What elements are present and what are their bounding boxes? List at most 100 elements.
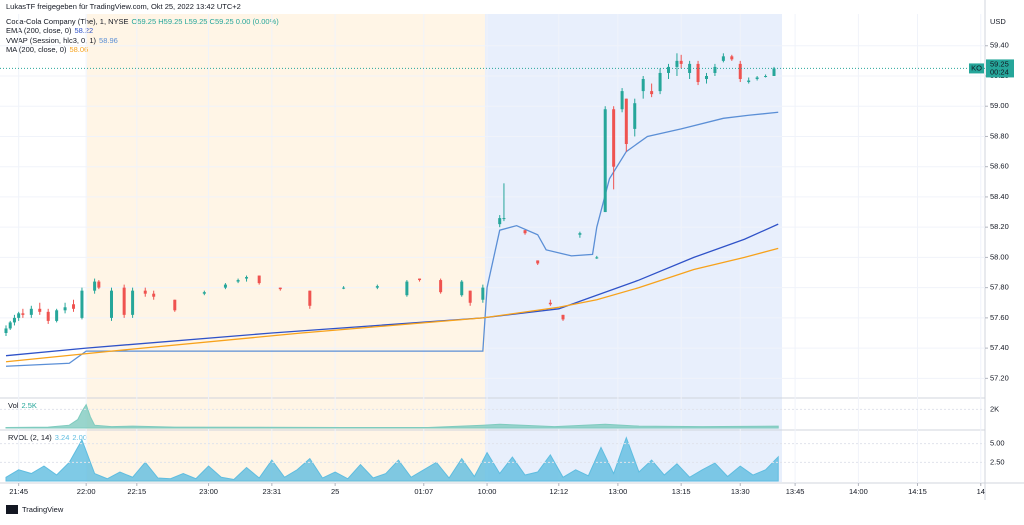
- candle-body: [131, 290, 135, 315]
- candle-body: [721, 56, 725, 61]
- candle-body: [4, 328, 8, 333]
- candle-body: [72, 304, 76, 309]
- candle-body: [764, 75, 768, 77]
- x-tick-label: 13:15: [672, 487, 691, 496]
- x-tick-label: 12:12: [549, 487, 568, 496]
- candle-body: [679, 60, 683, 64]
- candle-body: [93, 281, 97, 291]
- candle-body: [12, 317, 16, 323]
- candle-body: [236, 280, 240, 282]
- candle-body: [173, 299, 177, 311]
- legend-rvol: RVOL (2, 14) 3.24 2.00: [8, 433, 87, 442]
- legend-name: Vol: [8, 401, 19, 410]
- candle-body: [46, 311, 50, 321]
- legend-value: 2.5K: [21, 401, 36, 410]
- brand-logo: [6, 505, 18, 514]
- legend-ema: EMA (200, close, 0) 58.22: [6, 26, 93, 35]
- brand: TradingView: [22, 505, 64, 514]
- legend-value: 58.22: [74, 26, 93, 35]
- legend-value: 58.96: [99, 36, 118, 45]
- candle-body: [8, 322, 12, 329]
- candle-body: [658, 72, 662, 92]
- x-tick-label: 10:00: [478, 487, 497, 496]
- x-tick-label: 22:00: [77, 487, 96, 496]
- x-tick-label: 23:31: [262, 487, 281, 496]
- x-tick-label: 13:30: [731, 487, 750, 496]
- candle-body: [498, 218, 502, 225]
- y-tick-label: 2.50: [990, 457, 1005, 466]
- session-shade: [485, 14, 782, 430]
- price-label: 59.25: [990, 59, 1009, 68]
- x-tick-label: 23:00: [199, 487, 218, 496]
- overlay-line: [5, 247, 779, 363]
- symbol-label: KO: [971, 63, 982, 72]
- x-tick-label: 14:15: [908, 487, 927, 496]
- y-tick-label: 2K: [990, 404, 999, 413]
- y-tick-label: 57.80: [990, 283, 1009, 292]
- candle-body: [502, 218, 506, 220]
- candle-body: [439, 280, 443, 293]
- candle-body: [29, 308, 33, 315]
- candle-body: [650, 91, 654, 95]
- candle-body: [755, 77, 759, 80]
- candle-body: [688, 63, 692, 73]
- candle-body: [143, 290, 147, 294]
- x-tick-label: 21:45: [9, 487, 28, 496]
- legend-value: 3.24: [55, 433, 70, 442]
- x-tick-label: 14:00: [849, 487, 868, 496]
- x-tick-label: 01:07: [414, 487, 433, 496]
- legend-value: 2.00: [72, 433, 87, 442]
- y-tick-label: 58.20: [990, 222, 1009, 231]
- candle-body: [523, 230, 527, 234]
- overlay-line: [5, 111, 779, 367]
- candle-body: [747, 80, 751, 83]
- candle-body: [667, 66, 671, 73]
- x-tick-label: 13:00: [608, 487, 627, 496]
- candle-body: [738, 63, 742, 80]
- candle-body: [460, 281, 464, 296]
- candle-body: [578, 233, 582, 235]
- y-tick-label: 58.00: [990, 252, 1009, 261]
- candle-body: [696, 63, 700, 83]
- y-tick-label: 58.60: [990, 162, 1009, 171]
- candle-body: [63, 307, 67, 311]
- candle-body: [202, 292, 206, 294]
- price-box: [986, 59, 1014, 78]
- candle-body: [603, 109, 607, 213]
- candle-body: [481, 287, 485, 300]
- y-tick-label: 57.40: [990, 343, 1009, 352]
- area: [5, 436, 779, 482]
- candle-body: [97, 281, 101, 288]
- candle-body: [633, 103, 637, 129]
- countdown: 00:24: [990, 67, 1009, 76]
- candle-body: [223, 284, 227, 288]
- candle-body: [375, 286, 379, 288]
- y-tick-label: 5.00: [990, 439, 1005, 448]
- candle-body: [308, 290, 312, 306]
- symbol-title: Coca-Cola Company (The), 1, NYSE: [6, 17, 129, 26]
- y-tick-label: 59.00: [990, 101, 1009, 110]
- candle-body: [342, 287, 346, 289]
- candle-body: [468, 290, 472, 303]
- candle-body: [641, 79, 645, 92]
- premarket-shade: [87, 14, 485, 430]
- candle-body: [730, 56, 734, 60]
- candle-body: [624, 98, 628, 145]
- candle-body: [21, 313, 25, 315]
- candle-body: [612, 109, 616, 167]
- candle-body: [80, 290, 84, 318]
- legend-name: EMA (200, close, 0): [6, 26, 72, 35]
- y-tick-label: 57.20: [990, 373, 1009, 382]
- candle-body: [152, 293, 156, 297]
- area: [5, 403, 779, 429]
- y-tick-label: 57.60: [990, 313, 1009, 322]
- candle-body: [55, 310, 59, 321]
- overlay-line: [5, 223, 779, 357]
- share-header: LukasTF freigegeben für TradingView.com,…: [6, 2, 241, 11]
- candle-body: [595, 257, 599, 259]
- candle-body: [418, 278, 422, 281]
- candle-body: [38, 308, 42, 312]
- currency: USD: [990, 17, 1006, 26]
- candle-body: [122, 287, 126, 315]
